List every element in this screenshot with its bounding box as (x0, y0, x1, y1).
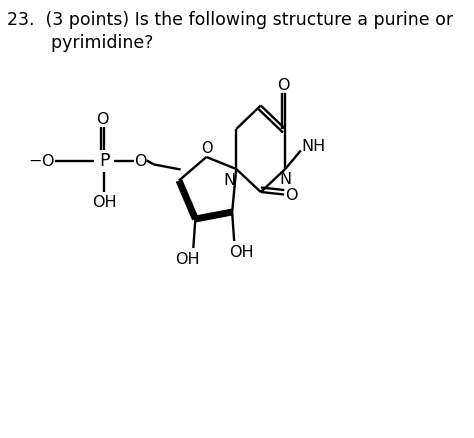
Text: N: N (223, 173, 236, 188)
Text: OH: OH (175, 252, 200, 267)
Text: $\mathregular{-}$O: $\mathregular{-}$O (28, 153, 55, 169)
Text: 23.  (3 points) Is the following structure a purine or: 23. (3 points) Is the following structur… (8, 11, 454, 29)
Text: NH: NH (301, 139, 325, 154)
Text: O: O (96, 112, 109, 127)
Text: O: O (134, 154, 146, 169)
Text: OH: OH (229, 245, 254, 260)
Text: O: O (277, 78, 290, 93)
Text: O: O (201, 141, 213, 156)
Text: P: P (99, 152, 109, 170)
Text: pyrimidine?: pyrimidine? (8, 34, 154, 52)
Text: OH: OH (92, 194, 117, 209)
Text: N: N (279, 172, 292, 187)
Text: O: O (285, 187, 298, 202)
